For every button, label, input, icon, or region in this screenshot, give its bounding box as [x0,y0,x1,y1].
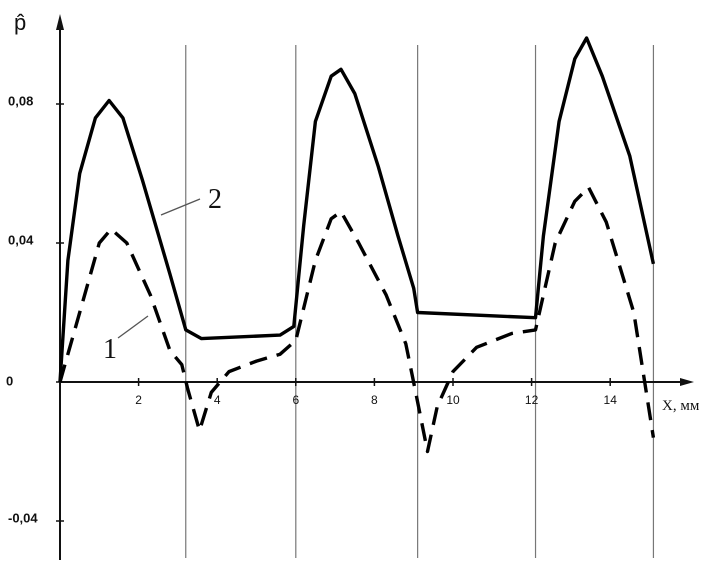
x-tick-label: 6 [292,393,299,407]
x-tick-label: 8 [371,393,378,407]
curve-label-1: 1 [103,334,117,365]
leader-line-1 [117,315,149,339]
series-line-1 [58,185,656,454]
section-boundary-lines [185,45,655,558]
x-tick-label: 14 [604,393,618,407]
series-group [58,36,656,454]
y-axis-title: p̂ [14,10,26,35]
x-tick-label: 12 [525,393,539,407]
y-tick-label: 0 [6,373,13,388]
curve-label-2: 2 [208,184,222,215]
y-axis-ticks: 0,08 0,04 0 -0,04 [6,93,64,525]
y-tick-label: 0,04 [8,232,34,247]
x-axis-ticks: 2 4 6 8 10 12 14 [135,378,617,407]
series-line-2 [58,36,656,383]
x-tick-label: 2 [135,393,142,407]
x-axis-title: X, мм [662,398,700,414]
leader-line-2 [160,198,201,216]
y-axis-arrow [56,14,64,30]
x-tick-label: 10 [446,393,460,407]
y-tick-label: 0,08 [8,93,33,108]
annotations: 21 [103,184,222,365]
x-axis-arrow [680,378,694,386]
y-tick-label: -0,04 [8,510,38,525]
x-tick-label: 4 [214,393,221,407]
axes: p̂ X, мм [14,10,700,560]
